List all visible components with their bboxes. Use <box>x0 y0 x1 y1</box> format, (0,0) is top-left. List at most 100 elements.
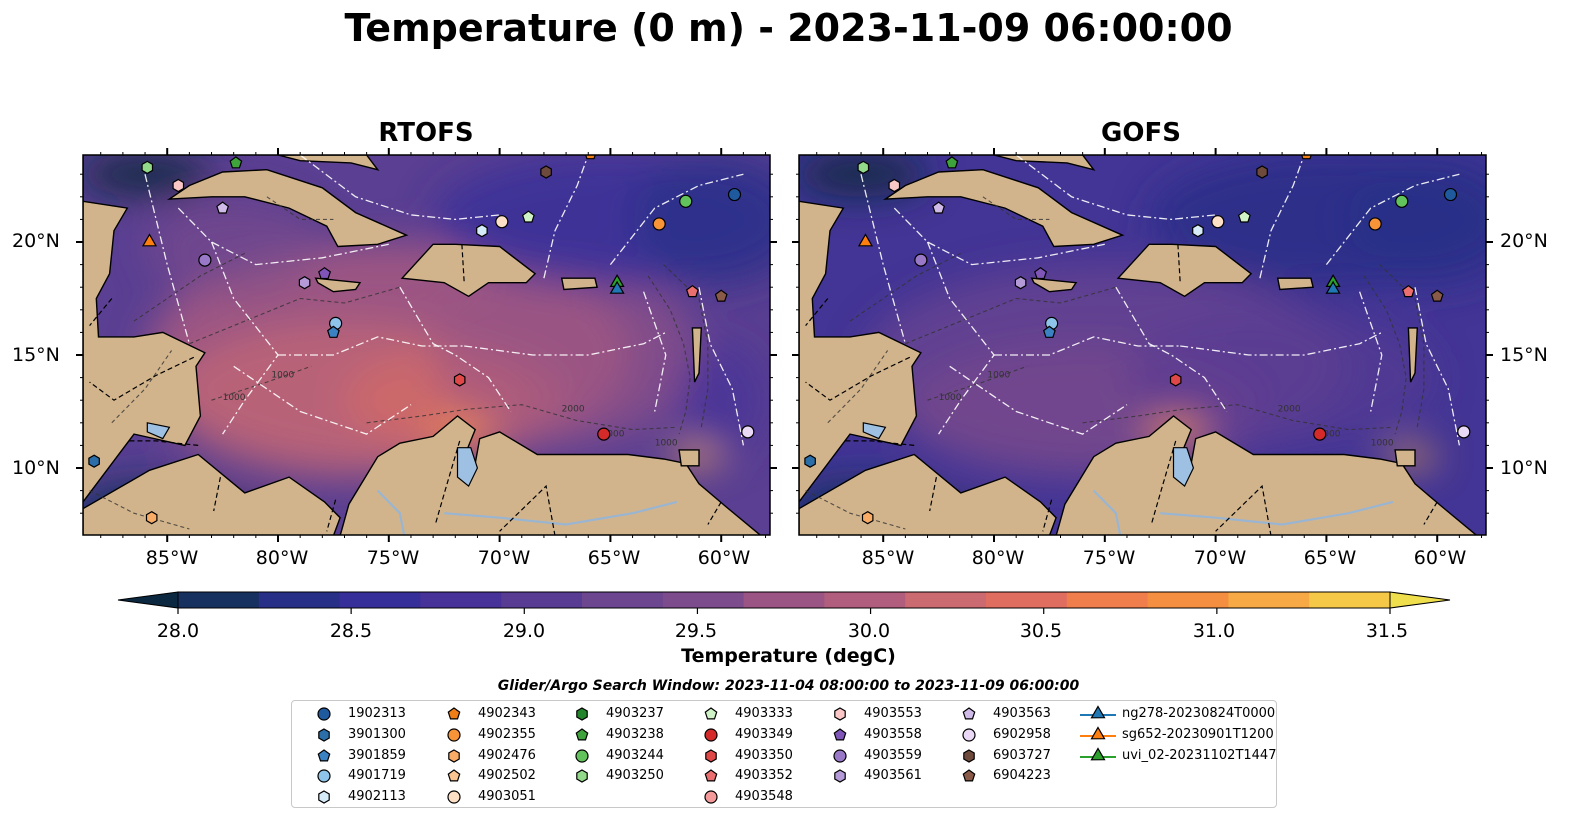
legend-marker <box>576 707 588 721</box>
lon-label-65w-right: 65°W <box>1303 547 1357 569</box>
eez-boundary <box>399 286 512 412</box>
country-border <box>326 499 337 532</box>
land-mass <box>339 415 762 535</box>
bathymetry-contour <box>366 404 677 431</box>
float-marker <box>679 194 693 208</box>
bathymetry-contour <box>89 490 190 530</box>
eez-boundary <box>543 155 589 279</box>
legend-marker-icon <box>447 728 461 742</box>
colorbar-frame <box>177 591 1391 609</box>
float-marker <box>1034 266 1048 280</box>
land-mass <box>1030 277 1078 293</box>
float-marker <box>1256 165 1268 179</box>
legend-marker <box>1090 705 1106 719</box>
legend-marker <box>705 748 717 763</box>
legend-label: 6903727 <box>993 747 1051 763</box>
legend-marker-icon <box>447 707 461 720</box>
legend-marker-icon <box>834 769 846 784</box>
map-panel-gofs[interactable]: 1000 1000 2000 2000 1000 <box>792 148 1493 542</box>
legend-marker <box>833 748 847 763</box>
legend-marker <box>962 769 976 782</box>
eez-boundary <box>177 207 389 266</box>
float-marker <box>1169 373 1182 387</box>
colorbar-bin <box>743 592 825 608</box>
legend-marker <box>575 728 589 741</box>
legend-marker-icon <box>834 707 846 721</box>
legend-marker <box>833 728 847 741</box>
lon-label-70w-right: 70°W <box>1193 547 1247 569</box>
land-mass <box>993 155 1096 171</box>
legend-marker-icon <box>704 769 718 782</box>
float-marker <box>714 289 728 302</box>
eez-boundary <box>278 336 465 356</box>
float-marker <box>857 160 870 175</box>
figure-title: Temperature (0 m) - 2023-11-09 06:00:00 <box>344 6 1233 50</box>
land-mass <box>1407 327 1419 383</box>
eez-boundary <box>860 174 907 344</box>
colorbar-bin <box>905 592 987 608</box>
legend-label: 4903553 <box>864 706 922 721</box>
country-border <box>707 501 722 525</box>
lon-label-80w-right: 80°W <box>971 547 1025 569</box>
land-mass <box>1394 449 1416 467</box>
land-mass <box>1276 277 1314 291</box>
land-mass <box>166 168 409 248</box>
land-mass <box>691 327 703 383</box>
float-marker <box>318 266 332 280</box>
legend-marker <box>447 790 461 804</box>
legend-label: 4903352 <box>735 768 793 784</box>
land-mass <box>314 277 362 293</box>
legend-label: uvi_02-20231102T1447 <box>1122 747 1277 763</box>
legend-label: 4903238 <box>606 726 664 742</box>
land-mass <box>277 155 380 171</box>
river <box>1092 489 1122 535</box>
eez-boundary <box>893 207 1105 266</box>
legend-marker <box>447 769 461 782</box>
map-panel-rtofs[interactable]: 1000 1000 2000 2000 1000 <box>76 148 777 542</box>
float-marker <box>1211 215 1225 229</box>
legend-label: 6902958 <box>993 726 1051 742</box>
float-marker <box>229 156 243 169</box>
colorbar-bin <box>824 592 906 608</box>
legend-label: 1902313 <box>348 706 406 721</box>
panel-title-gofs: GOFS <box>1101 118 1181 148</box>
float-marker <box>1368 217 1382 231</box>
legend-marker <box>834 769 846 784</box>
country-border <box>1042 499 1053 532</box>
legend-marker-icon <box>1080 726 1116 740</box>
legend-marker <box>704 790 718 804</box>
country-border <box>1150 440 1177 525</box>
colorbar-tick-label: 29.5 <box>674 620 718 642</box>
float-marker <box>597 427 611 441</box>
legend-label: 6904223 <box>993 768 1051 784</box>
colorbar-bin <box>582 592 664 608</box>
float-marker <box>1443 187 1458 202</box>
lon-label-75w-right: 75°W <box>1082 547 1136 569</box>
float-marker <box>1395 194 1409 208</box>
colorbar-tick-label: 31.0 <box>1192 620 1236 642</box>
float-marker <box>326 325 340 338</box>
float-marker <box>145 511 158 525</box>
colorbar-min-extension <box>117 591 179 609</box>
country-border <box>127 440 199 446</box>
country-border <box>499 484 556 535</box>
float-marker <box>804 454 816 468</box>
legend-marker <box>1090 726 1106 740</box>
bathymetry-contour <box>849 252 962 322</box>
legend-label: sg652-20230901T1200 <box>1122 726 1274 742</box>
legend-marker <box>448 748 460 763</box>
contour-label: 1000 <box>271 371 294 381</box>
legend-marker <box>704 769 718 782</box>
bathymetry-contour <box>111 350 173 424</box>
float-marker <box>1301 155 1312 160</box>
legend-label: 4902343 <box>478 706 536 721</box>
colorbar-bin <box>1147 592 1229 608</box>
lon-label-60w-right: 60°W <box>1413 547 1467 569</box>
eez-boundary <box>994 336 1181 356</box>
float-marker <box>1313 427 1327 441</box>
contour-label: 1000 <box>987 371 1010 381</box>
colorbar-bin <box>501 592 583 608</box>
legend-marker-icon <box>962 769 976 782</box>
legend-marker-icon <box>317 748 331 762</box>
contour-label: 1000 <box>223 393 246 403</box>
